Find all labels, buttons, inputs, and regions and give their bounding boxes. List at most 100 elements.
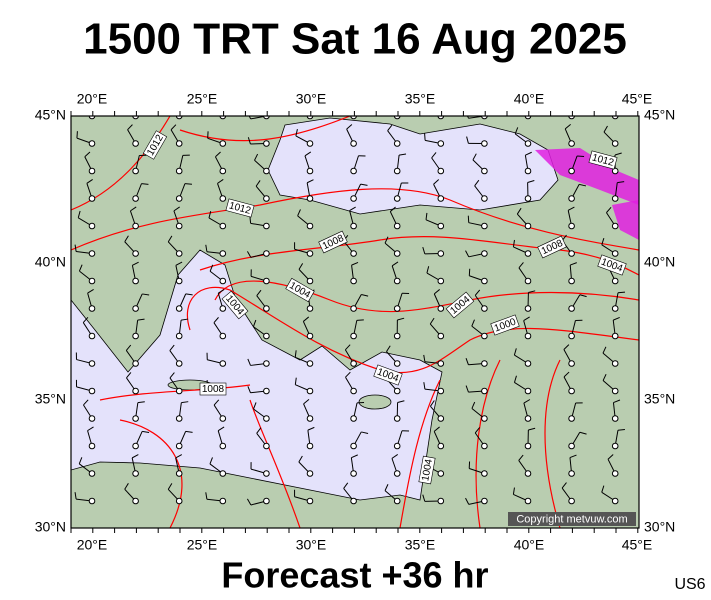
station bbox=[611, 140, 619, 147]
station bbox=[437, 442, 445, 450]
barb-flag bbox=[433, 179, 440, 185]
station bbox=[393, 277, 401, 285]
station bbox=[611, 116, 619, 120]
lat-label: 40°N bbox=[644, 254, 675, 270]
station bbox=[132, 415, 139, 422]
station bbox=[393, 387, 401, 395]
barb-flag bbox=[344, 97, 348, 102]
station bbox=[219, 415, 227, 422]
barb-flag bbox=[209, 457, 213, 465]
station bbox=[263, 415, 270, 422]
station bbox=[132, 332, 139, 340]
station bbox=[393, 497, 401, 505]
barb-flag bbox=[423, 108, 425, 115]
barb-flag bbox=[471, 401, 476, 409]
barb-flag bbox=[563, 344, 570, 350]
isobar-label-box bbox=[373, 364, 403, 386]
station bbox=[219, 167, 227, 175]
barb-flag bbox=[471, 319, 475, 327]
station bbox=[219, 277, 227, 285]
barb-flag bbox=[205, 492, 208, 500]
station bbox=[481, 222, 488, 230]
station bbox=[219, 116, 227, 120]
barb-flag bbox=[83, 399, 89, 406]
station bbox=[132, 250, 139, 257]
barb-flag bbox=[424, 133, 426, 141]
lat-label: 35°N bbox=[35, 391, 66, 407]
lat-label: 45°N bbox=[35, 107, 66, 123]
barb-flag bbox=[142, 293, 150, 296]
station bbox=[306, 140, 314, 147]
copyright-box bbox=[508, 512, 636, 526]
mediterranean-sea bbox=[71, 249, 443, 501]
barb-flag bbox=[247, 137, 251, 145]
station bbox=[263, 387, 270, 395]
barb-staff bbox=[134, 116, 136, 117]
station bbox=[306, 305, 314, 312]
station bbox=[175, 250, 183, 257]
station bbox=[611, 305, 619, 312]
barb-flag bbox=[74, 492, 77, 500]
station bbox=[219, 360, 227, 367]
barb-flag bbox=[78, 457, 83, 464]
station bbox=[568, 195, 575, 202]
barb-flag bbox=[343, 482, 349, 489]
station bbox=[481, 277, 488, 285]
station bbox=[393, 470, 401, 477]
barb-flag bbox=[294, 377, 297, 385]
station bbox=[175, 277, 183, 285]
station bbox=[88, 277, 96, 285]
station bbox=[437, 415, 445, 422]
lon-label: 45°E bbox=[622, 537, 653, 553]
station bbox=[219, 140, 227, 147]
station bbox=[263, 442, 270, 450]
station bbox=[568, 140, 575, 147]
station bbox=[524, 195, 532, 202]
lon-label: 30°E bbox=[296, 537, 327, 553]
barb-flag bbox=[474, 289, 481, 296]
barb-flag bbox=[78, 264, 83, 272]
high-pressure-shading bbox=[612, 200, 639, 240]
lon-label: 45°E bbox=[622, 91, 653, 107]
map-frame bbox=[70, 115, 640, 529]
station bbox=[481, 497, 488, 505]
barb-flag bbox=[175, 454, 183, 459]
station bbox=[219, 442, 227, 450]
station bbox=[306, 195, 314, 202]
barb-flag bbox=[569, 454, 577, 459]
barb-flag bbox=[77, 210, 81, 218]
station bbox=[393, 415, 401, 422]
station bbox=[175, 167, 183, 175]
station bbox=[219, 332, 227, 340]
barb-flag bbox=[360, 183, 368, 186]
barb-flag bbox=[125, 344, 132, 351]
barb-flag bbox=[561, 482, 567, 489]
barb-flag bbox=[613, 316, 620, 321]
station bbox=[132, 116, 139, 120]
barb-flag bbox=[249, 216, 252, 224]
station bbox=[437, 167, 445, 175]
station bbox=[175, 360, 183, 367]
barb-flag bbox=[602, 346, 607, 354]
barb-flag bbox=[528, 290, 536, 293]
barb-flag bbox=[563, 97, 568, 102]
barb-staff bbox=[178, 116, 180, 117]
barb-flag bbox=[430, 400, 435, 407]
station bbox=[306, 497, 314, 505]
barb-flag bbox=[361, 293, 369, 297]
barb-flag bbox=[513, 348, 517, 356]
station bbox=[437, 250, 445, 257]
station bbox=[88, 116, 96, 120]
barb-flag bbox=[564, 124, 571, 130]
barb-flag bbox=[512, 487, 515, 495]
barb-flag bbox=[84, 151, 91, 158]
station bbox=[437, 222, 445, 230]
station bbox=[524, 470, 532, 477]
barb-flag bbox=[466, 136, 469, 144]
barb-flag bbox=[255, 180, 261, 187]
station bbox=[88, 387, 96, 395]
station bbox=[132, 167, 139, 175]
barb-flag bbox=[215, 151, 221, 158]
barb-flag bbox=[474, 427, 481, 434]
barb-flag bbox=[391, 261, 399, 267]
